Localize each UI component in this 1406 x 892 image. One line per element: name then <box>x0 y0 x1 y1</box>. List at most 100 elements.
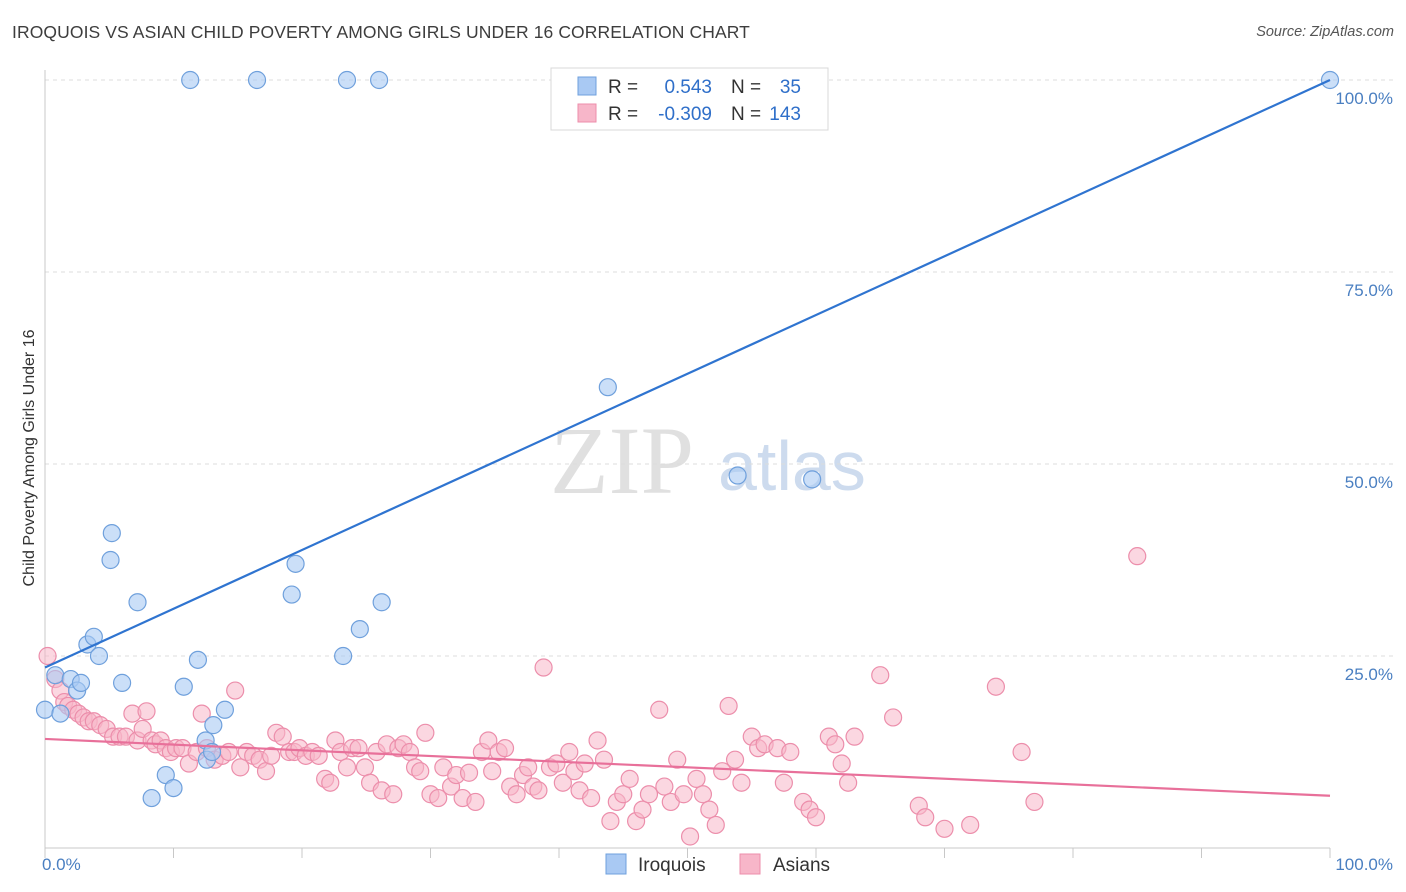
y-tick-label-100: 100.0% <box>1335 89 1393 108</box>
asians-point-34 <box>231 758 250 777</box>
iroquois-point-32 <box>598 378 617 397</box>
asians-point-89 <box>553 773 572 792</box>
asians-points <box>38 547 1147 846</box>
asians-point-100 <box>620 769 639 788</box>
iroquois-point-1 <box>46 666 65 685</box>
iroquois-point-2 <box>51 704 70 723</box>
asians-point-136 <box>961 815 980 835</box>
asians-point-66 <box>416 723 435 742</box>
asians-point-63 <box>400 742 420 762</box>
legend-n-label-asians: N = <box>731 104 761 125</box>
asians-trend-line <box>44 737 1331 797</box>
asians-point-107 <box>668 750 687 769</box>
source-credit: Source: ZipAtlas.com <box>1256 24 1394 40</box>
asians-point-94 <box>582 788 601 808</box>
iroquois-point-0 <box>35 700 55 719</box>
asians-point-52 <box>337 758 357 777</box>
legend-swatch-iroquois <box>577 76 597 96</box>
asians-point-114 <box>713 762 732 781</box>
iroquois-point-33 <box>728 466 747 485</box>
legend-r-label-asians: R = <box>608 104 638 125</box>
iroquois-point-26 <box>286 554 305 573</box>
asians-point-112 <box>700 800 719 819</box>
x-tick-label-0: 0.0% <box>42 855 81 874</box>
asians-point-110 <box>687 769 706 788</box>
asians-point-55 <box>355 758 375 777</box>
iroquois-point-31 <box>372 593 391 612</box>
asians-point-86 <box>534 658 553 677</box>
iroquois-trend-line <box>44 78 1331 669</box>
asians-point-126 <box>806 808 826 827</box>
iroquois-point-22 <box>204 716 223 735</box>
iroquois-point-17 <box>181 70 200 90</box>
legend-swatch-asians <box>577 103 597 123</box>
y-tick-label-75: 75.0% <box>1345 281 1393 300</box>
asians-point-74 <box>466 792 485 812</box>
asians-point-28 <box>192 704 211 723</box>
asians-point-115 <box>719 696 738 716</box>
asians-point-68 <box>429 788 448 808</box>
asians-point-102 <box>633 800 652 819</box>
trend-lines <box>44 78 1331 797</box>
y-axis-label: Child Poverty Among Girls Under 16 <box>21 329 38 586</box>
x-tick-label-100: 100.0% <box>1335 855 1393 874</box>
asians-point-132 <box>871 666 890 685</box>
iroquois-point-10 <box>102 524 121 543</box>
series-legend: Iroquois Asians <box>605 853 830 876</box>
legend-r-value-iroquois: 0.543 <box>664 77 712 98</box>
asians-point-90 <box>560 742 579 762</box>
asians-point-85 <box>529 781 548 800</box>
asians-point-137 <box>986 677 1006 696</box>
watermark-atlas: atlas <box>718 427 866 505</box>
iroquois-point-28 <box>337 70 357 90</box>
iroquois-point-16 <box>174 677 193 696</box>
asians-point-18 <box>137 702 156 721</box>
iroquois-point-8 <box>89 646 109 666</box>
bottom-legend-label-asians: Asians <box>773 855 830 876</box>
iroquois-point-23 <box>215 700 234 719</box>
asians-point-140 <box>1128 547 1147 566</box>
iroquois-point-29 <box>350 620 369 639</box>
asians-point-49 <box>321 773 340 792</box>
asians-point-77 <box>483 762 502 781</box>
asians-point-81 <box>507 785 526 804</box>
asians-point-83 <box>519 758 538 777</box>
asians-point-95 <box>588 731 607 750</box>
legend-r-value-asians: -0.309 <box>658 104 712 125</box>
legend-n-label-iroquois: N = <box>731 77 761 98</box>
iroquois-point-9 <box>101 550 120 570</box>
iroquois-point-24 <box>247 70 267 90</box>
asians-point-0 <box>38 646 57 666</box>
iroquois-point-30 <box>370 70 389 90</box>
iroquois-point-13 <box>142 788 161 808</box>
iroquois-point-5 <box>71 673 91 692</box>
legend-r-label-iroquois: R = <box>608 77 638 98</box>
asians-point-60 <box>384 785 403 804</box>
asians-point-117 <box>732 773 751 792</box>
grid-lines <box>45 79 1395 657</box>
tick-labels: 25.0% 50.0% 75.0% 100.0% 0.0% 100.0% <box>42 89 1393 874</box>
correlation-legend: R = 0.543 N = 35 R = -0.309 N = 143 <box>550 67 829 131</box>
asians-point-138 <box>1012 742 1031 762</box>
asians-point-131 <box>845 727 864 746</box>
asians-point-103 <box>639 785 659 804</box>
asians-point-38 <box>256 762 276 781</box>
asians-point-116 <box>725 750 745 769</box>
asians-point-104 <box>650 700 669 719</box>
asians-point-109 <box>680 827 700 846</box>
iroquois-point-34 <box>803 470 822 489</box>
bottom-legend-swatch-asians <box>739 853 761 875</box>
iroquois-point-11 <box>112 673 132 692</box>
bottom-legend-swatch-iroquois <box>605 853 627 875</box>
y-tick-label-25: 25.0% <box>1345 665 1393 684</box>
asians-point-122 <box>774 773 793 792</box>
asians-point-41 <box>273 727 292 746</box>
chart-title: IROQUOIS VS ASIAN CHILD POVERTY AMONG GI… <box>12 22 750 42</box>
asians-point-33 <box>226 681 245 700</box>
legend-n-value-asians: 143 <box>769 104 801 125</box>
asians-point-65 <box>411 762 430 781</box>
iroquois-point-18 <box>188 650 208 669</box>
asians-point-123 <box>781 742 800 762</box>
asians-point-111 <box>693 785 713 804</box>
